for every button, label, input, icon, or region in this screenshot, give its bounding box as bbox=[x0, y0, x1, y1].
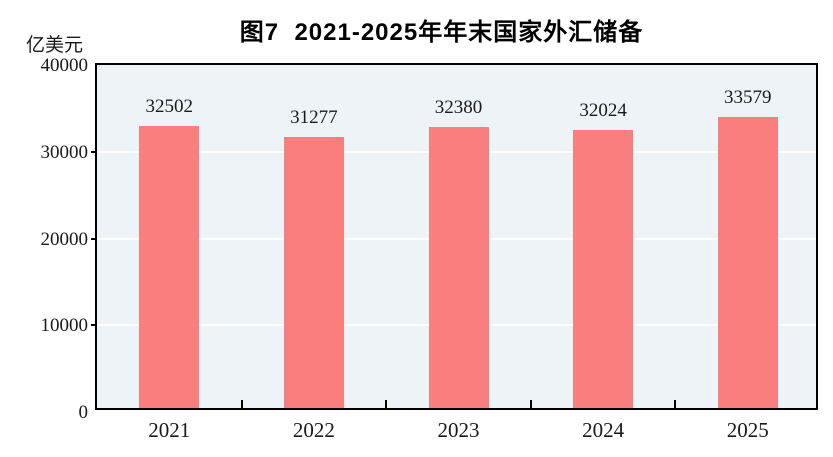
y-tick-label: 0 bbox=[78, 402, 89, 423]
x-axis-tick-mark bbox=[529, 400, 532, 408]
x-axis-tick-mark bbox=[385, 400, 388, 408]
bar-2022 bbox=[283, 136, 344, 408]
bar-value-label: 31277 bbox=[290, 106, 338, 128]
y-tick-label: 20000 bbox=[40, 228, 89, 250]
x-tick-label: 2021 bbox=[148, 418, 191, 442]
y-tick-label: 30000 bbox=[40, 141, 89, 163]
bar-2024 bbox=[573, 130, 634, 408]
x-tick-label: 2024 bbox=[582, 418, 625, 442]
y-tick-label: 10000 bbox=[40, 315, 89, 337]
y-tick-label: 40000 bbox=[40, 55, 89, 76]
bar-value-label: 32502 bbox=[145, 96, 194, 118]
x-axis-tick-mark bbox=[674, 400, 677, 408]
bar-value-label: 32380 bbox=[434, 97, 483, 119]
y-axis-unit-label: 亿美元 bbox=[26, 35, 84, 56]
x-tick-label: 2023 bbox=[437, 418, 480, 442]
bar-value-label: 32024 bbox=[579, 100, 627, 122]
bar-2023 bbox=[428, 127, 489, 408]
bar-2025 bbox=[717, 116, 778, 408]
bar-value-label: 33579 bbox=[723, 86, 772, 108]
y-axis-tick-mark-10000 bbox=[91, 324, 97, 327]
plot-area: 0 10000 20000 30000 40000 32502 2021 31277 2022 3… bbox=[41, 56, 818, 442]
x-axis-tick-mark bbox=[240, 400, 243, 408]
x-tick-label: 2022 bbox=[292, 418, 335, 442]
chart-title: 图7 2021-2025年年末国家外汇储备 bbox=[239, 19, 644, 46]
y-axis-tick-mark-30000 bbox=[91, 150, 97, 153]
y-axis-tick-mark-20000 bbox=[91, 237, 97, 240]
bar-2021 bbox=[139, 126, 200, 408]
x-tick-label: 2025 bbox=[726, 418, 769, 442]
